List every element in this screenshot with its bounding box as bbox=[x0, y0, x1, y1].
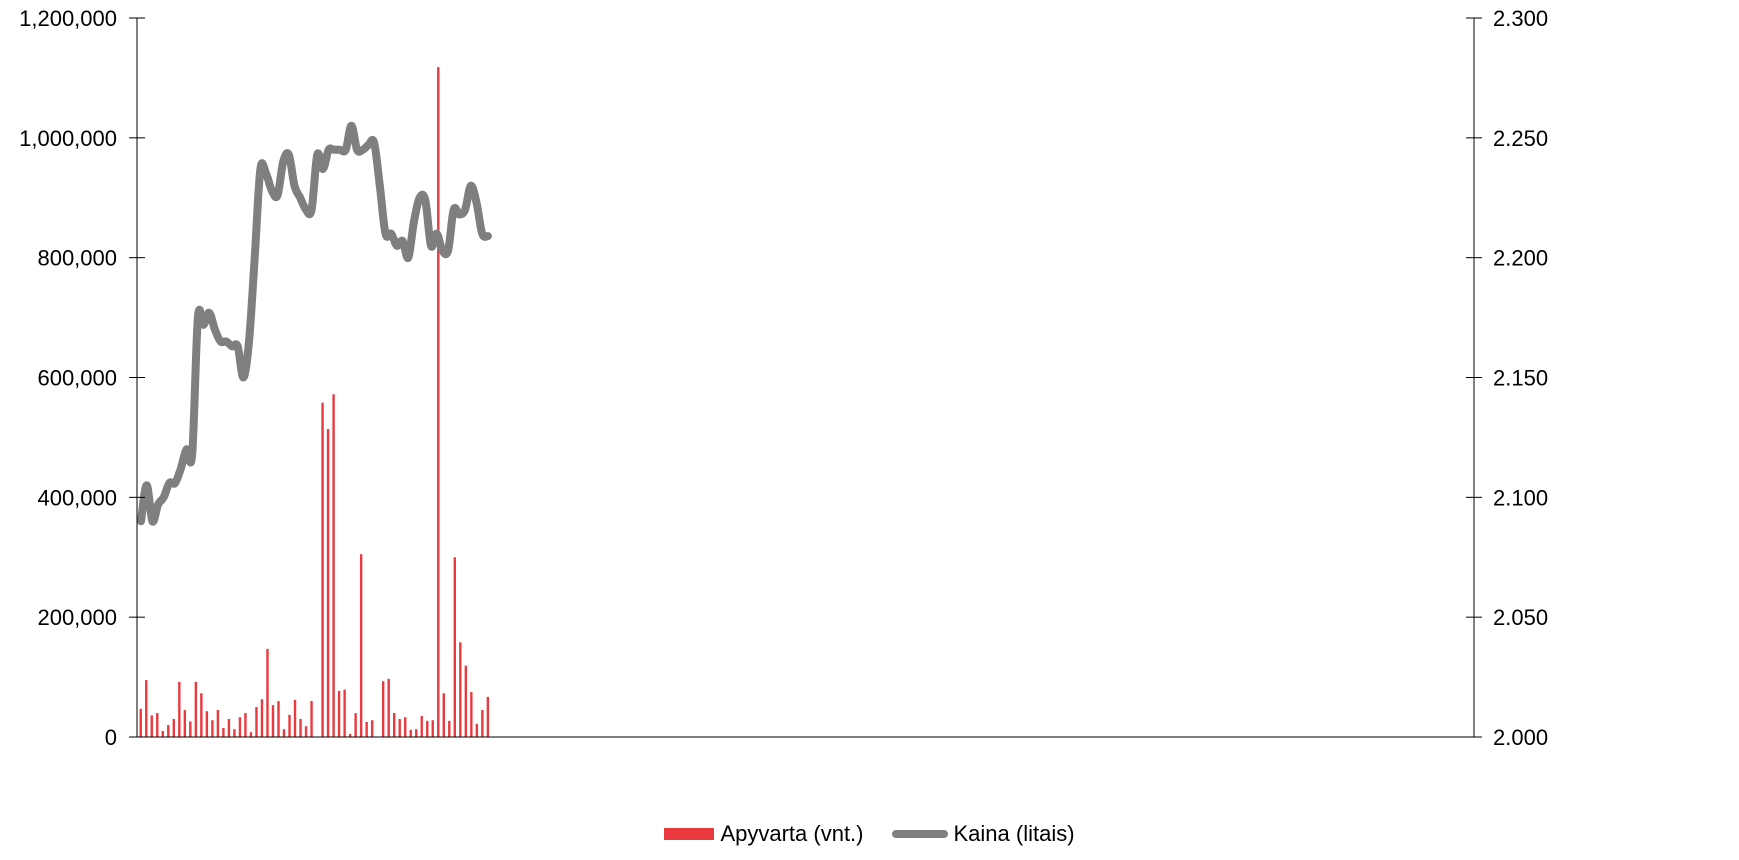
volume-bar bbox=[200, 693, 203, 737]
price-line bbox=[137, 121, 492, 526]
volume-bar bbox=[304, 726, 308, 737]
left-axis-tick-label: 800,000 bbox=[37, 246, 117, 271]
volume-bar bbox=[255, 707, 258, 737]
volume-bar bbox=[205, 711, 209, 737]
legend: Apyvarta (vnt.) Kaina (litais) bbox=[0, 818, 1739, 850]
volume-bar bbox=[310, 701, 313, 737]
volume-bar bbox=[227, 719, 231, 737]
legend-swatch-volume bbox=[664, 828, 715, 840]
volume-bar bbox=[415, 729, 418, 737]
right-axis-tick-label: 2.300 bbox=[1493, 6, 1548, 31]
volume-bar bbox=[145, 680, 148, 737]
legend-label-price: Kaina (litais) bbox=[953, 821, 1075, 846]
volume-bar bbox=[387, 678, 390, 737]
volume-bar bbox=[420, 716, 423, 737]
volume-bar bbox=[321, 402, 324, 737]
volume-bar bbox=[442, 693, 445, 737]
legend-label-volume: Apyvarta (vnt.) bbox=[720, 821, 864, 846]
legend-item-price: Kaina (litais) bbox=[891, 821, 1075, 847]
volume-bar bbox=[470, 692, 473, 737]
volume-bar bbox=[183, 710, 187, 737]
left-axis-tick-label: 1,000,000 bbox=[19, 126, 117, 151]
volume-bar bbox=[260, 699, 264, 737]
right-axis-tick-label: 2.000 bbox=[1493, 725, 1548, 750]
volume-bar bbox=[282, 729, 286, 737]
volume-bar bbox=[211, 720, 214, 737]
volume-bar bbox=[139, 708, 142, 737]
volume-bar bbox=[332, 394, 335, 737]
volume-bar bbox=[431, 720, 434, 737]
right-axis-tick-label: 2.250 bbox=[1493, 126, 1548, 151]
volume-bar bbox=[381, 681, 385, 737]
volume-bar bbox=[481, 710, 484, 737]
left-axis-tick-label: 600,000 bbox=[37, 366, 117, 391]
volume-bar bbox=[398, 719, 401, 737]
volume-bar bbox=[404, 717, 407, 737]
volume-bar bbox=[359, 554, 363, 737]
right-axis-tick-label: 2.150 bbox=[1493, 366, 1548, 391]
volume-bar bbox=[189, 721, 192, 737]
volume-bar bbox=[337, 690, 341, 737]
volume-bar-series bbox=[139, 67, 490, 737]
volume-bar bbox=[459, 642, 462, 737]
volume-bar bbox=[475, 723, 479, 737]
volume-bar bbox=[216, 710, 220, 737]
volume-bar bbox=[233, 729, 236, 737]
volume-bar bbox=[354, 713, 357, 737]
axes bbox=[129, 17, 1482, 738]
left-axis-tick-label: 1,200,000 bbox=[19, 6, 117, 31]
volume-bar bbox=[238, 717, 242, 737]
volume-bar bbox=[293, 699, 297, 737]
volume-bar bbox=[365, 722, 368, 737]
volume-bar bbox=[249, 732, 253, 737]
volume-bar bbox=[348, 734, 352, 737]
volume-bar bbox=[271, 705, 275, 737]
right-axis-tick-labels: 2.300 2.250 2.200 2.150 2.100 2.050 2.000 bbox=[1493, 6, 1548, 750]
left-axis-tick-labels: 1,200,000 1,000,000 800,000 600,000 400,000 2… bbox=[19, 6, 117, 750]
volume-bar bbox=[172, 719, 176, 737]
legend-swatch-price bbox=[891, 830, 948, 838]
volume-bar bbox=[437, 67, 440, 737]
volume-bar bbox=[244, 713, 247, 737]
volume-bar bbox=[409, 729, 412, 737]
volume-bar bbox=[156, 713, 159, 737]
volume-bar bbox=[288, 714, 291, 737]
right-axis-tick-label: 2.050 bbox=[1493, 605, 1548, 630]
volume-bar bbox=[326, 429, 330, 737]
right-axis-tick-label: 2.200 bbox=[1493, 246, 1548, 271]
volume-bar bbox=[266, 648, 269, 737]
volume-bar bbox=[426, 720, 429, 737]
legend-item-volume: Apyvarta (vnt.) bbox=[664, 821, 864, 847]
volume-bar bbox=[222, 728, 225, 737]
right-axis-tick-label: 2.100 bbox=[1493, 485, 1548, 510]
volume-bar bbox=[343, 689, 346, 737]
volume-bar bbox=[299, 719, 302, 737]
volume-bar bbox=[194, 681, 198, 737]
volume-bar bbox=[178, 681, 181, 737]
volume-bar bbox=[150, 715, 153, 737]
volume-bar bbox=[464, 665, 468, 737]
volume-bar bbox=[277, 701, 280, 737]
volume-bar bbox=[161, 731, 164, 737]
volume-bar bbox=[448, 720, 451, 737]
left-axis-tick-label: 0 bbox=[105, 725, 117, 750]
volume-bar bbox=[393, 713, 396, 737]
volume-bar bbox=[167, 725, 170, 737]
volume-bar bbox=[370, 720, 374, 737]
left-axis-tick-label: 400,000 bbox=[37, 485, 117, 510]
left-axis-tick-label: 200,000 bbox=[37, 605, 117, 630]
volume-bar bbox=[486, 696, 490, 737]
volume-bar bbox=[453, 557, 456, 737]
